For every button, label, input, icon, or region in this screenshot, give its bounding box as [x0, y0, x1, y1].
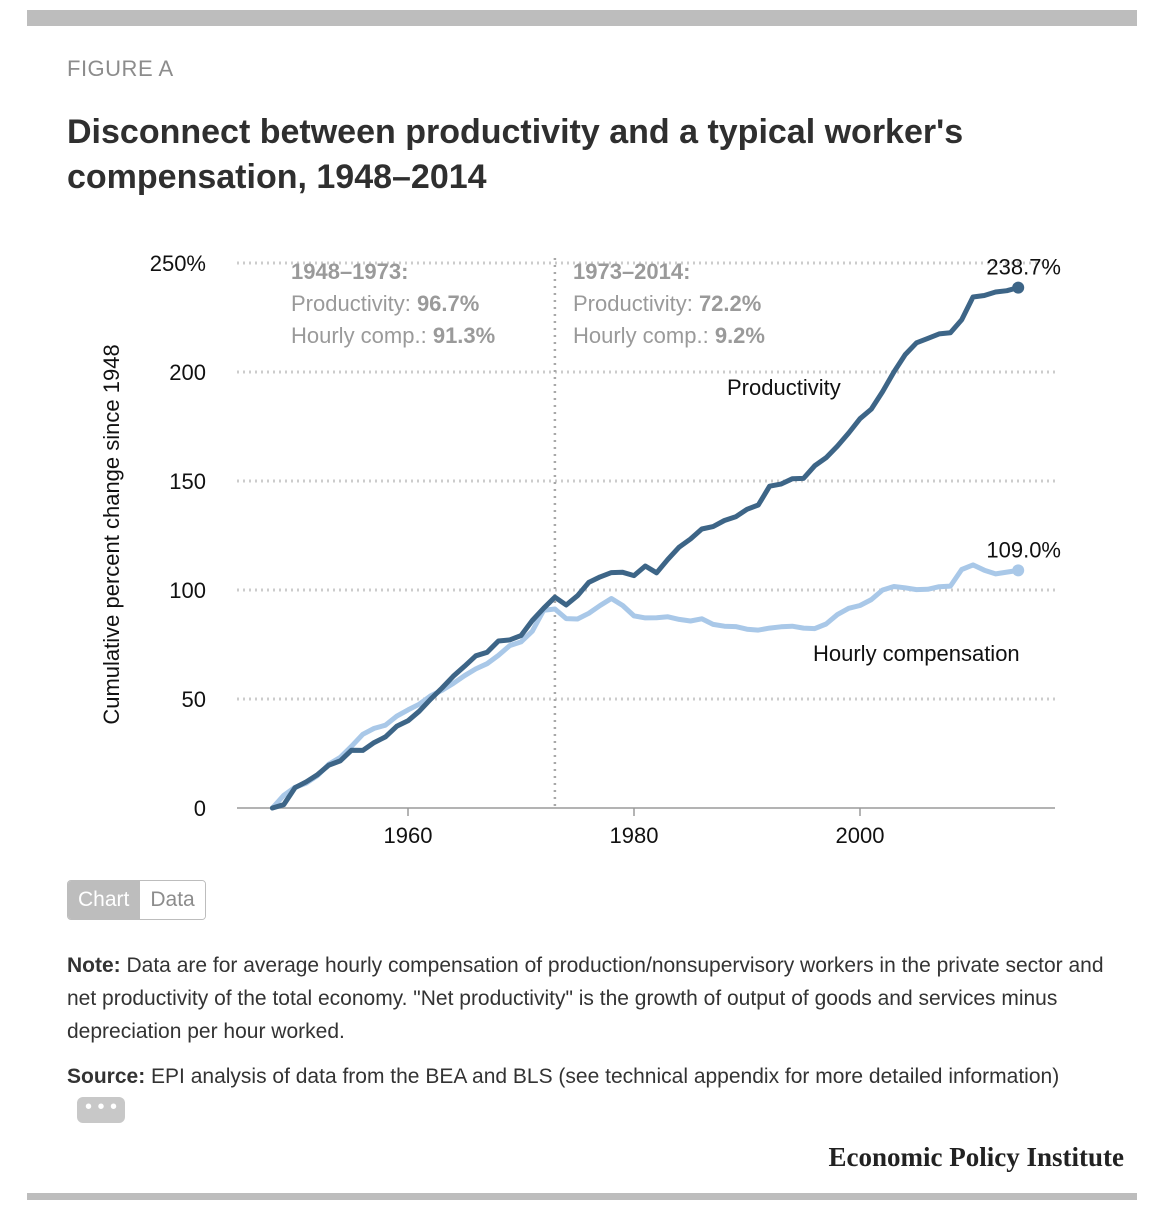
- brand-logo: Economic Policy Institute: [828, 1142, 1124, 1172]
- annotation-1948-1973: 1948–1973: Productivity: 96.7% Hourly co…: [291, 259, 495, 348]
- x-axis-ticks: 1960 1980 2000: [384, 808, 885, 848]
- end-value-productivity: 238.7%: [986, 255, 1061, 280]
- top-rule: [27, 10, 1137, 26]
- y-tick-label: 100: [169, 578, 206, 603]
- series-label-productivity: Productivity: [727, 375, 841, 400]
- chart-tab[interactable]: Chart: [68, 881, 140, 919]
- annotation-heading: 1948–1973:: [291, 259, 408, 284]
- line-chart: 0 50 100 150 200 250% 1960 1980 2000 Cumulative…: [99, 251, 1061, 848]
- y-tick-label: 250%: [150, 251, 206, 276]
- annotation-line: Hourly comp.: 9.2%: [573, 323, 765, 348]
- y-tick-label: 0: [194, 796, 206, 821]
- annotation-line: Productivity: 96.7%: [291, 291, 479, 316]
- y-axis-label: Cumulative percent change since 1948: [99, 344, 124, 724]
- annotation-line: Productivity: 72.2%: [573, 291, 761, 316]
- end-value-hourly-compensation: 109.0%: [986, 537, 1061, 562]
- endpoint-marker-hourly-compensation: [1012, 564, 1025, 577]
- endpoint-marker-productivity: [1012, 281, 1025, 294]
- note-label: Note:: [67, 954, 121, 977]
- gridlines: [237, 261, 1055, 701]
- y-tick-label: 50: [182, 687, 206, 712]
- bottom-rule: [27, 1193, 1137, 1200]
- chart-title: Disconnect between productivity and a ty…: [67, 113, 964, 196]
- source-text: Source: EPI analysis of data from the BE…: [67, 1060, 1117, 1126]
- y-axis-ticks: 0 50 100 150 200 250%: [150, 251, 206, 821]
- x-tick-label: 2000: [836, 823, 885, 848]
- y-tick-label: 200: [169, 360, 206, 385]
- figure-label: FIGURE A: [67, 56, 174, 81]
- series-line-productivity: [269, 285, 1021, 811]
- note-text: Note: Data are for average hourly compen…: [67, 949, 1117, 1048]
- x-tick-label: 1980: [610, 823, 659, 848]
- source-body: EPI analysis of data from the BEA and BL…: [145, 1065, 1060, 1088]
- data-tab[interactable]: Data: [139, 881, 205, 919]
- series-label-hourly-compensation: Hourly compensation: [813, 641, 1020, 666]
- view-toggle: Chart Data: [67, 880, 206, 920]
- annotation-line: Hourly comp.: 91.3%: [291, 323, 495, 348]
- source-label: Source:: [67, 1065, 146, 1088]
- series-line-hourly-compensation: [269, 562, 1021, 811]
- x-tick-label: 1960: [384, 823, 433, 848]
- y-tick-label: 150: [169, 469, 206, 494]
- annotation-1973-2014: 1973–2014: Productivity: 72.2% Hourly co…: [573, 259, 765, 348]
- note-body: Data are for average hourly compensation…: [67, 954, 1104, 1043]
- annotation-heading: 1973–2014:: [573, 259, 690, 284]
- more-button[interactable]: • • •: [77, 1097, 125, 1124]
